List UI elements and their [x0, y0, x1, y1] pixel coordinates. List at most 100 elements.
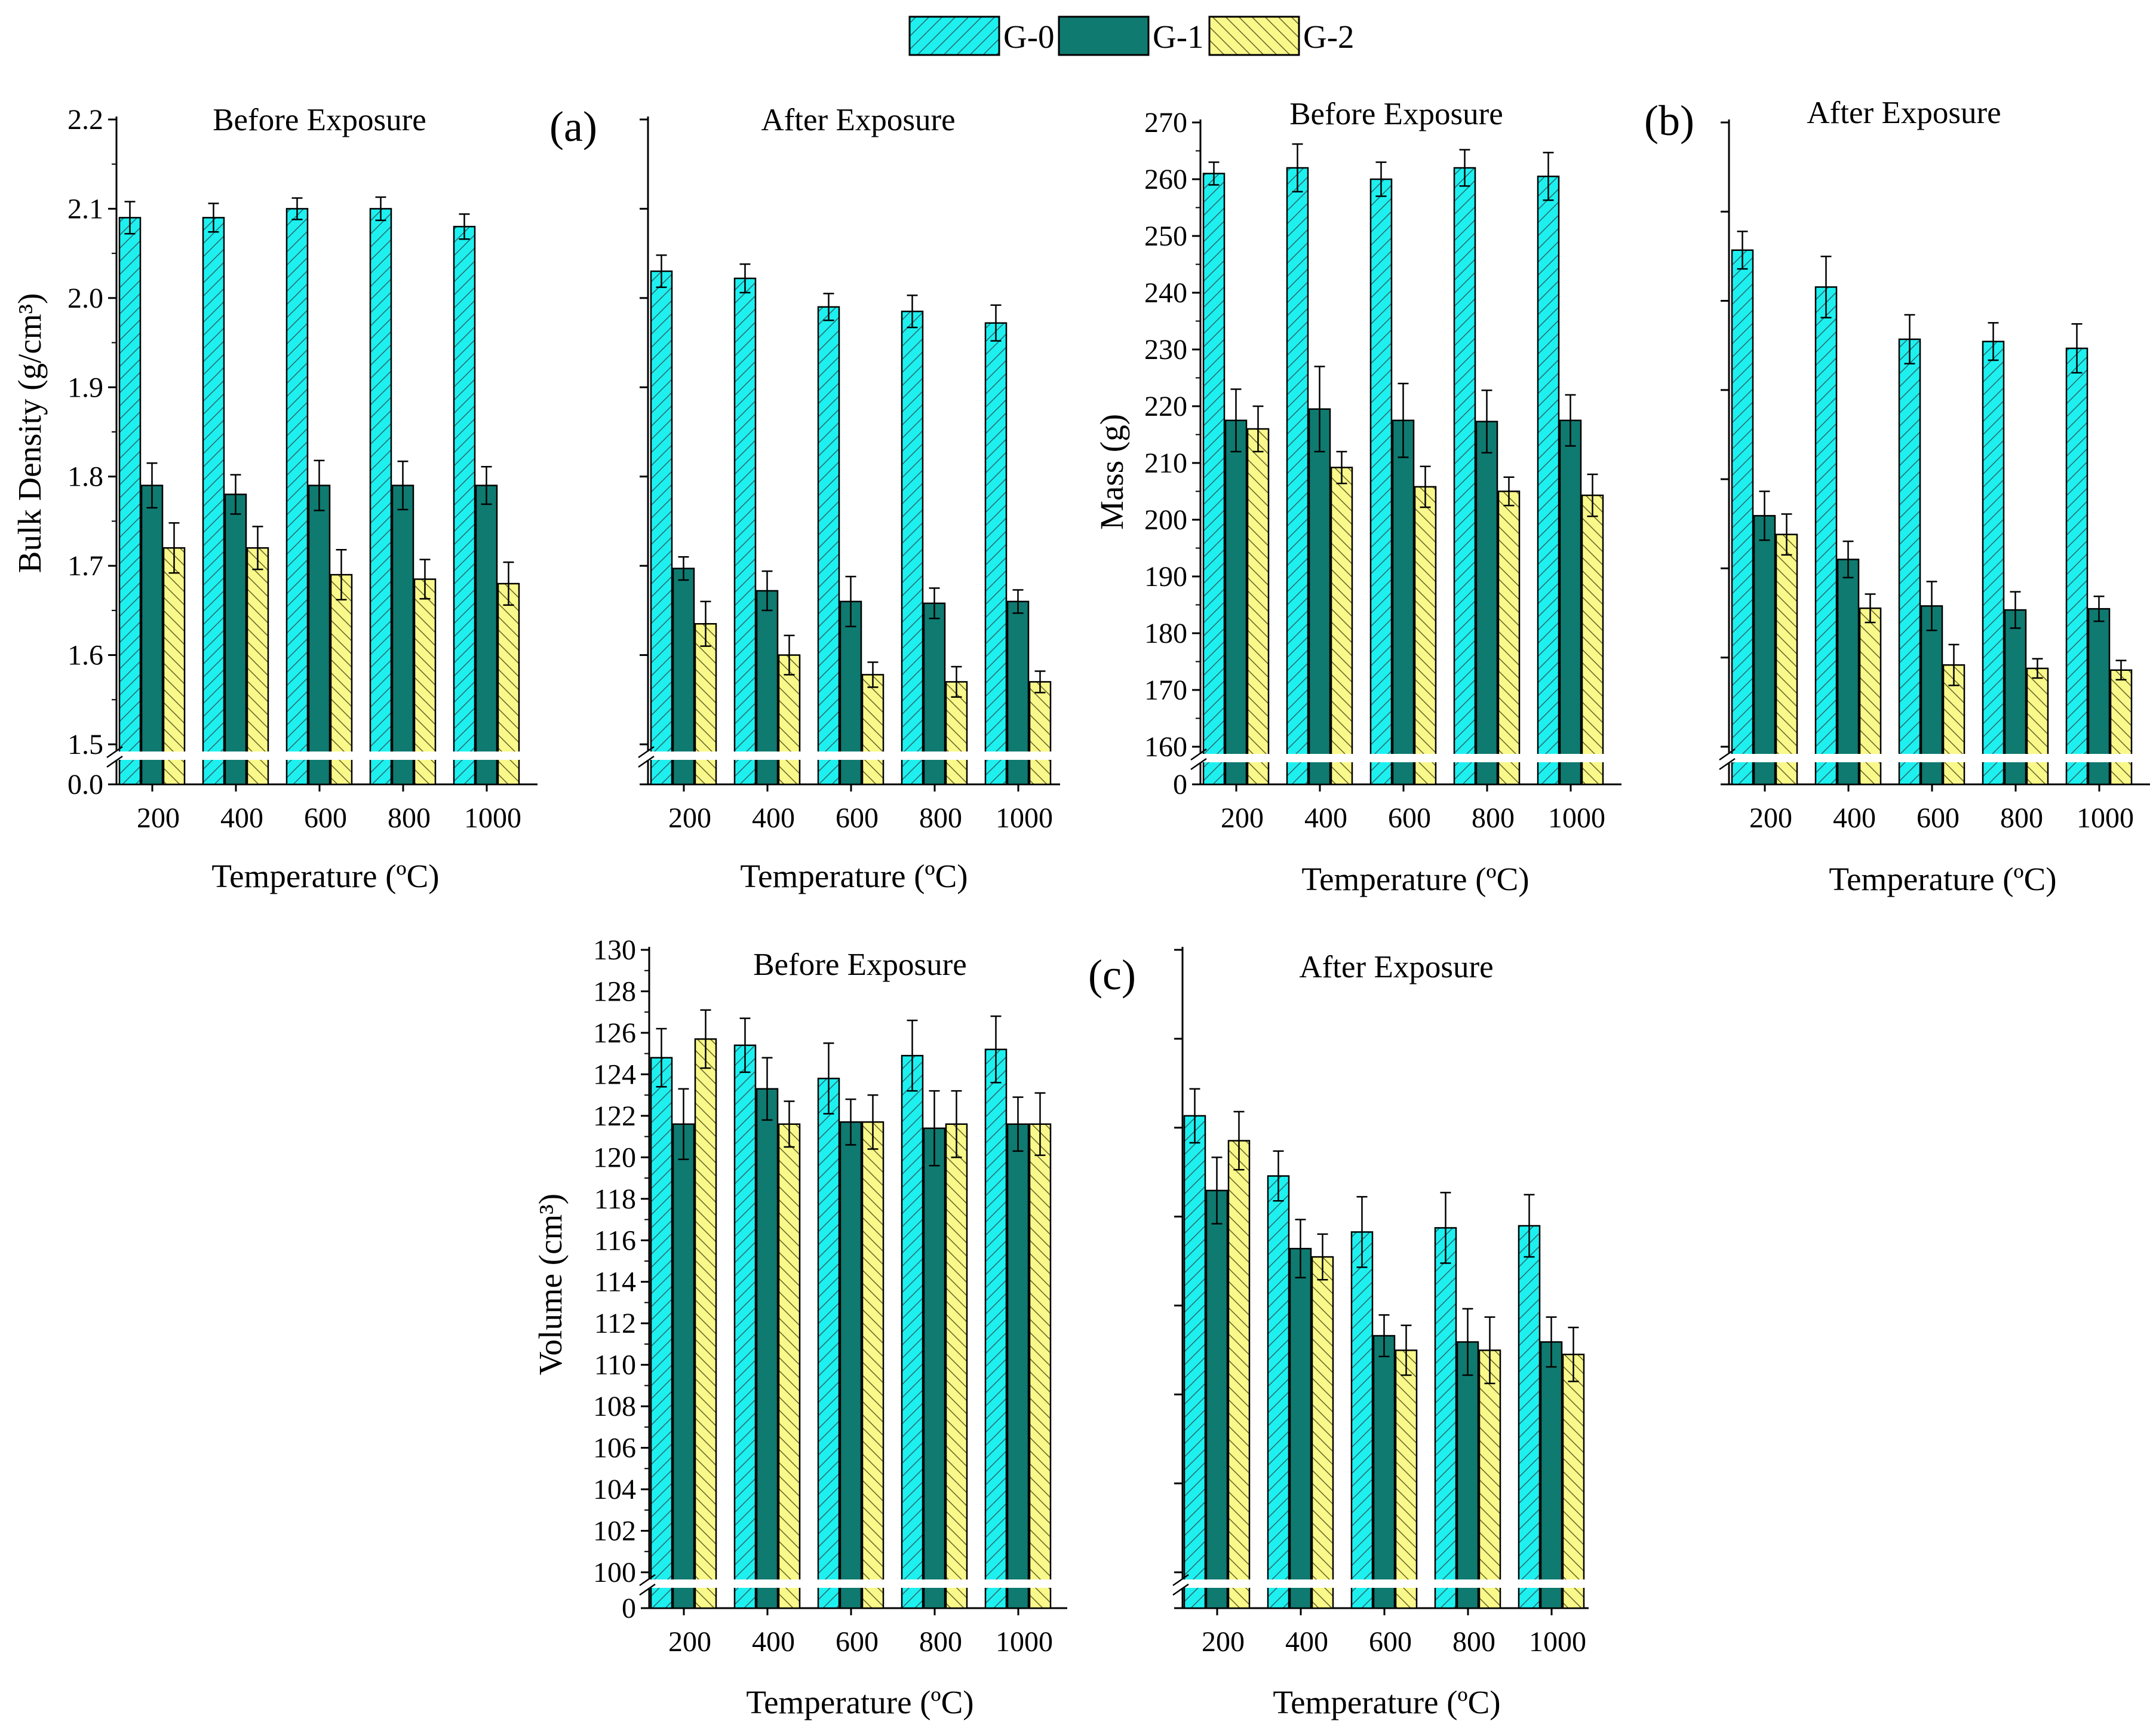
- chart-panel-b-before: 0 160 170 180 190 200 210 220 230 240 250 260 270 200…: [1144, 107, 1621, 834]
- legend: G-0 G-1 G-2: [908, 16, 1355, 56]
- bar-g-0-400: [1814, 286, 1838, 786]
- bar-g-2-1000: [1028, 681, 1052, 786]
- bar-g-1-200: [1205, 1189, 1229, 1609]
- panel-a-after-title: After Exposure: [761, 103, 955, 137]
- axis-break-mark: [1190, 757, 1207, 771]
- x-tick-label: 400: [1833, 802, 1876, 834]
- axis-break-mark: [638, 755, 655, 768]
- y-tick-label: 0.0: [67, 769, 103, 800]
- axis-break-band: [1190, 754, 1621, 762]
- panel-c-before-xlabel: Temperature (ºC): [746, 1684, 973, 1720]
- bar-g-0-1000: [984, 322, 1008, 786]
- bar-g-0-600: [1898, 338, 1921, 786]
- y-tick-label: 0: [622, 1593, 636, 1624]
- bar-g-2-400: [246, 547, 269, 786]
- y-tick-label: 260: [1144, 164, 1187, 195]
- bar-g-1-200: [672, 1123, 695, 1609]
- bar-g-1-1000: [475, 484, 498, 786]
- legend-swatch-g0: [908, 16, 1000, 56]
- x-tick-label: 1000: [1529, 1626, 1586, 1658]
- y-tick-label: 250: [1144, 220, 1187, 252]
- y-tick-label: 2.1: [67, 193, 103, 225]
- chart-panel-a-before: 0.0 1.5 1.6 1.7 1.8 1.9 2.0 2.1 2.2 200 400 600 800 1…: [67, 104, 538, 834]
- y-tick-label: 104: [593, 1474, 636, 1505]
- bar-g-0-200: [118, 217, 142, 786]
- bar-g-2-200: [1775, 533, 1798, 786]
- y-tick-label: 1.8: [67, 461, 103, 493]
- bar-g-1-200: [672, 568, 695, 786]
- bar-g-0-800: [901, 311, 924, 786]
- bar-g-0-200: [1183, 1115, 1206, 1609]
- bar-g-0-200: [650, 270, 673, 786]
- x-tick-label: 800: [1472, 802, 1515, 834]
- y-tick-label: 120: [593, 1142, 636, 1173]
- panel-c-ylabel: Volume (cm³): [532, 1194, 569, 1375]
- bar-g-2-1000: [2109, 669, 2133, 786]
- x-tick-label: 200: [137, 802, 180, 834]
- axis-break-mark: [1719, 757, 1736, 771]
- y-tick-label: 0: [1173, 769, 1187, 800]
- x-tick-label: 600: [1917, 802, 1960, 834]
- bar-g-0-400: [202, 217, 225, 786]
- bar-g-2-400: [1311, 1256, 1334, 1609]
- axis-break-mark: [1190, 748, 1207, 761]
- bar-g-1-600: [1392, 419, 1415, 786]
- y-tick-label: 118: [594, 1183, 636, 1215]
- axis-break-mark: [639, 1573, 656, 1587]
- legend-label-g0: G-0: [1003, 19, 1055, 55]
- y-tick-label: 200: [1144, 504, 1187, 536]
- x-tick-label: 600: [1388, 802, 1431, 834]
- y-tick-label: 180: [1144, 618, 1187, 649]
- bar-g-0-400: [733, 1044, 757, 1609]
- chart-panel-c-before: 0 100 102 104 106 108 110 112 114 116 118 120 122 124…: [593, 934, 1067, 1658]
- x-tick-label: 1000: [464, 802, 521, 834]
- x-tick-label: 200: [1749, 802, 1792, 834]
- bar-g-1-400: [755, 1088, 779, 1609]
- panel-c-letter: (c): [1088, 951, 1136, 999]
- bar-g-2-1000: [497, 582, 520, 786]
- y-tick-label: 112: [594, 1308, 636, 1339]
- legend-label-g2: G-2: [1303, 19, 1355, 55]
- legend-swatch-g2: [1208, 16, 1300, 56]
- y-tick-label: 2.0: [67, 283, 103, 314]
- axis-break-band: [1718, 754, 2150, 762]
- x-tick-label: 400: [1285, 1626, 1328, 1658]
- y-tick-label: 122: [593, 1100, 636, 1132]
- axis-break-mark: [639, 1583, 656, 1596]
- panel-c-after-title: After Exposure: [1299, 950, 1493, 984]
- bar-g-0-600: [1350, 1231, 1374, 1609]
- bar-g-2-600: [330, 573, 353, 786]
- x-tick-label: 600: [836, 1626, 879, 1658]
- x-tick-label: 800: [1452, 1626, 1495, 1658]
- chart-panel-a-after: 200 400 600 800 1000: [637, 116, 1060, 834]
- panel-c-before-title: Before Exposure: [753, 947, 967, 982]
- bar-g-2-200: [1246, 428, 1270, 786]
- axis-break-band: [638, 1579, 1067, 1588]
- y-tick-label: 230: [1144, 334, 1187, 366]
- axis-break-band: [637, 751, 1060, 760]
- bar-g-2-800: [945, 1123, 968, 1609]
- x-tick-label: 200: [1202, 1626, 1245, 1658]
- x-tick-label: 800: [388, 802, 431, 834]
- y-tick-label: 106: [593, 1433, 636, 1464]
- y-tick-label: 170: [1144, 674, 1187, 706]
- bar-g-2-800: [945, 681, 968, 786]
- bar-g-0-400: [733, 277, 757, 786]
- bar-g-2-800: [2026, 667, 2049, 786]
- bar-g-0-200: [1731, 249, 1754, 786]
- axis-break-mark: [1719, 748, 1736, 761]
- plot-area: 0.0 1.5 1.6 1.7 1.8 1.9 2.0 2.1 2.2 200 400 600 800 1…: [67, 104, 2150, 1658]
- bar-g-1-200: [1753, 515, 1776, 786]
- y-tick-label: 190: [1144, 561, 1187, 593]
- bar-g-0-200: [650, 1057, 673, 1609]
- bar-g-2-1000: [1028, 1123, 1052, 1609]
- bar-g-2-600: [861, 1121, 884, 1609]
- x-tick-label: 200: [1221, 802, 1264, 834]
- x-tick-label: 800: [919, 1626, 962, 1658]
- bar-g-0-1000: [453, 226, 476, 786]
- panel-b-before-xlabel: Temperature (ºC): [1301, 861, 1529, 897]
- y-tick-label: 2.2: [67, 104, 103, 136]
- bar-g-1-800: [1475, 421, 1498, 786]
- bar-g-1-400: [1308, 408, 1331, 786]
- y-tick-label: 102: [593, 1516, 636, 1547]
